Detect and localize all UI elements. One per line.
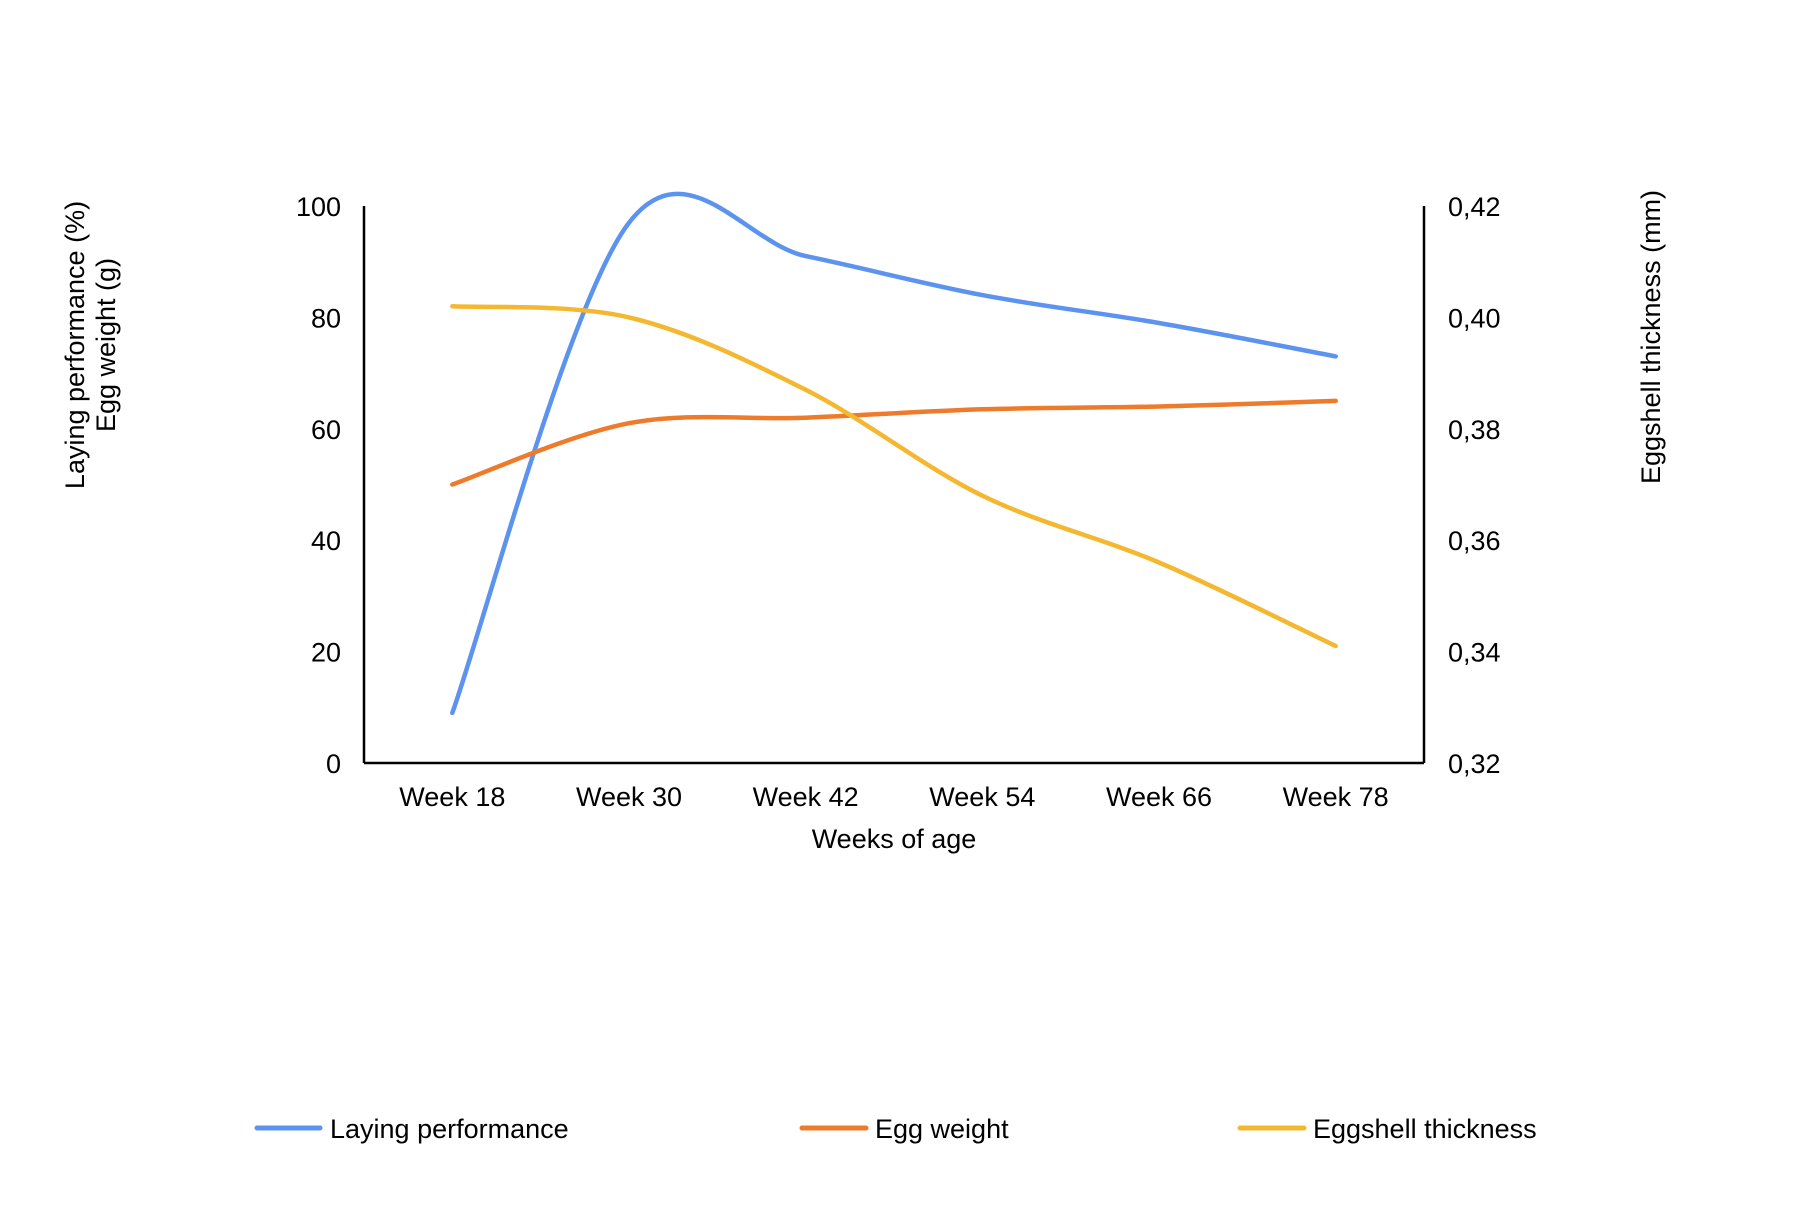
series-layer — [450, 191, 1338, 716]
x-tick-label: Week 78 — [1283, 782, 1389, 812]
left-y-tick-label: 60 — [311, 415, 341, 445]
right-y-tick-label: 0,40 — [1448, 303, 1501, 333]
x-tick-labels: Week 18 Week 30 Week 42 Week 54 Week 66 Week … — [399, 782, 1388, 812]
left-y-tick-label: 0 — [326, 749, 341, 779]
legend-item-egg-weight: Egg weight — [799, 1114, 1009, 1144]
right-y-tick-label: 0,38 — [1448, 415, 1501, 445]
right-y-tick-label: 0,32 — [1448, 749, 1501, 779]
left-y-tick-label: 80 — [311, 303, 341, 333]
left-y-axis-title: Laying performance (%) Egg weight (g) — [60, 201, 121, 489]
series-line-eggshell-thickness — [450, 304, 1338, 649]
left-y-tick-labels: 0 20 40 60 80 100 — [296, 192, 341, 779]
legend-label-eggshell-thickness: Eggshell thickness — [1313, 1114, 1537, 1144]
right-y-tick-label: 0,34 — [1448, 638, 1501, 668]
x-axis-title: Weeks of age — [812, 824, 977, 854]
right-y-axis-title: Eggshell thickness (mm) — [1636, 190, 1666, 484]
x-tick-label: Week 42 — [753, 782, 859, 812]
legend-label-laying-performance: Laying performance — [330, 1114, 569, 1144]
legend-item-laying-performance: Laying performance — [254, 1114, 569, 1144]
right-y-tick-label: 0,42 — [1448, 192, 1501, 222]
left-y-tick-label: 40 — [311, 526, 341, 556]
x-tick-label: Week 66 — [1106, 782, 1212, 812]
x-tick-label: Week 54 — [929, 782, 1035, 812]
left-y-axis-title-line-2: Egg weight (g) — [91, 258, 121, 432]
left-y-tick-label: 100 — [296, 192, 341, 222]
legend-label-egg-weight: Egg weight — [875, 1114, 1009, 1144]
axes — [362, 206, 1426, 765]
right-y-tick-label: 0,36 — [1448, 526, 1501, 556]
legend-item-eggshell-thickness: Eggshell thickness — [1237, 1114, 1537, 1144]
x-tick-label: Week 18 — [399, 782, 505, 812]
series-line-egg-weight — [450, 398, 1338, 487]
x-tick-label: Week 30 — [576, 782, 682, 812]
left-y-tick-label: 20 — [311, 638, 341, 668]
series-line-laying-performance — [450, 191, 1338, 716]
right-y-tick-labels: 0,32 0,34 0,36 0,38 0,40 0,42 — [1448, 192, 1501, 779]
left-y-axis-title-line-1: Laying performance (%) — [60, 201, 90, 489]
right-y-axis-title-text: Eggshell thickness (mm) — [1636, 190, 1666, 484]
legend: Laying performance Egg weight Eggshell t… — [254, 1114, 1537, 1144]
